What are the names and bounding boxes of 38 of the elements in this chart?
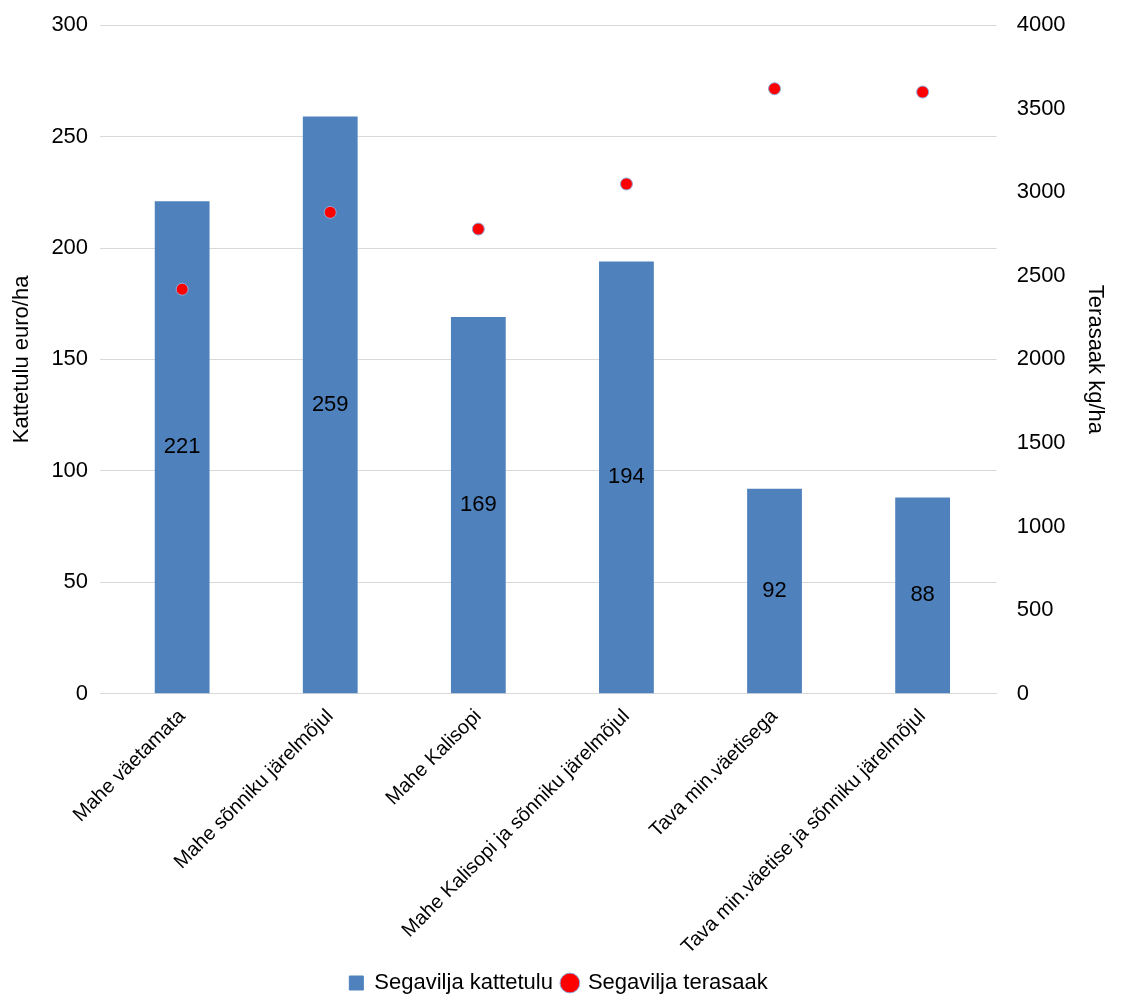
y-axis-title: Kattetulu euro/ha — [8, 274, 34, 444]
y-tick-label: 300 — [51, 11, 89, 37]
bar — [154, 201, 210, 694]
y-tick-label: 200 — [51, 234, 89, 260]
y2-tick-label: 2000 — [1016, 345, 1066, 371]
y-tick-label: 150 — [51, 345, 89, 371]
y2-tick-label: 4000 — [1016, 11, 1066, 37]
text: 169 — [459, 491, 497, 517]
y2-axis-title: Terasaak kg/ha — [1083, 284, 1109, 435]
y-tick-label: 50 — [63, 568, 89, 594]
bar — [302, 116, 358, 694]
bar — [450, 317, 506, 694]
text: 259 — [311, 390, 349, 416]
y2-tick-label: 1500 — [1016, 429, 1066, 455]
y-tick-label: 250 — [51, 122, 89, 148]
text: 88 — [910, 581, 935, 607]
point — [619, 177, 633, 191]
y2-tick-label: 0 — [1016, 679, 1029, 705]
legend-label: Segavilja terasaak — [587, 969, 769, 995]
y2-tick-label: 3000 — [1016, 178, 1066, 204]
point — [323, 205, 337, 219]
text: 194 — [608, 463, 645, 489]
bar — [895, 497, 951, 694]
y2-tick-label: 500 — [1016, 596, 1054, 622]
text: 92 — [762, 576, 787, 602]
point — [471, 222, 485, 236]
point — [916, 85, 930, 99]
bar — [747, 488, 802, 694]
y2-tick-label: 1000 — [1016, 512, 1066, 538]
y2-tick-label: 2500 — [1016, 261, 1066, 287]
bar — [599, 261, 654, 694]
y2-tick-label: 3500 — [1016, 94, 1066, 120]
legend-label: Segavilja kattetulu — [374, 969, 553, 995]
text: 221 — [163, 433, 201, 459]
y-tick-label: 0 — [75, 679, 89, 705]
point — [768, 82, 782, 96]
y-tick-label: 100 — [51, 456, 89, 482]
point — [175, 282, 189, 296]
